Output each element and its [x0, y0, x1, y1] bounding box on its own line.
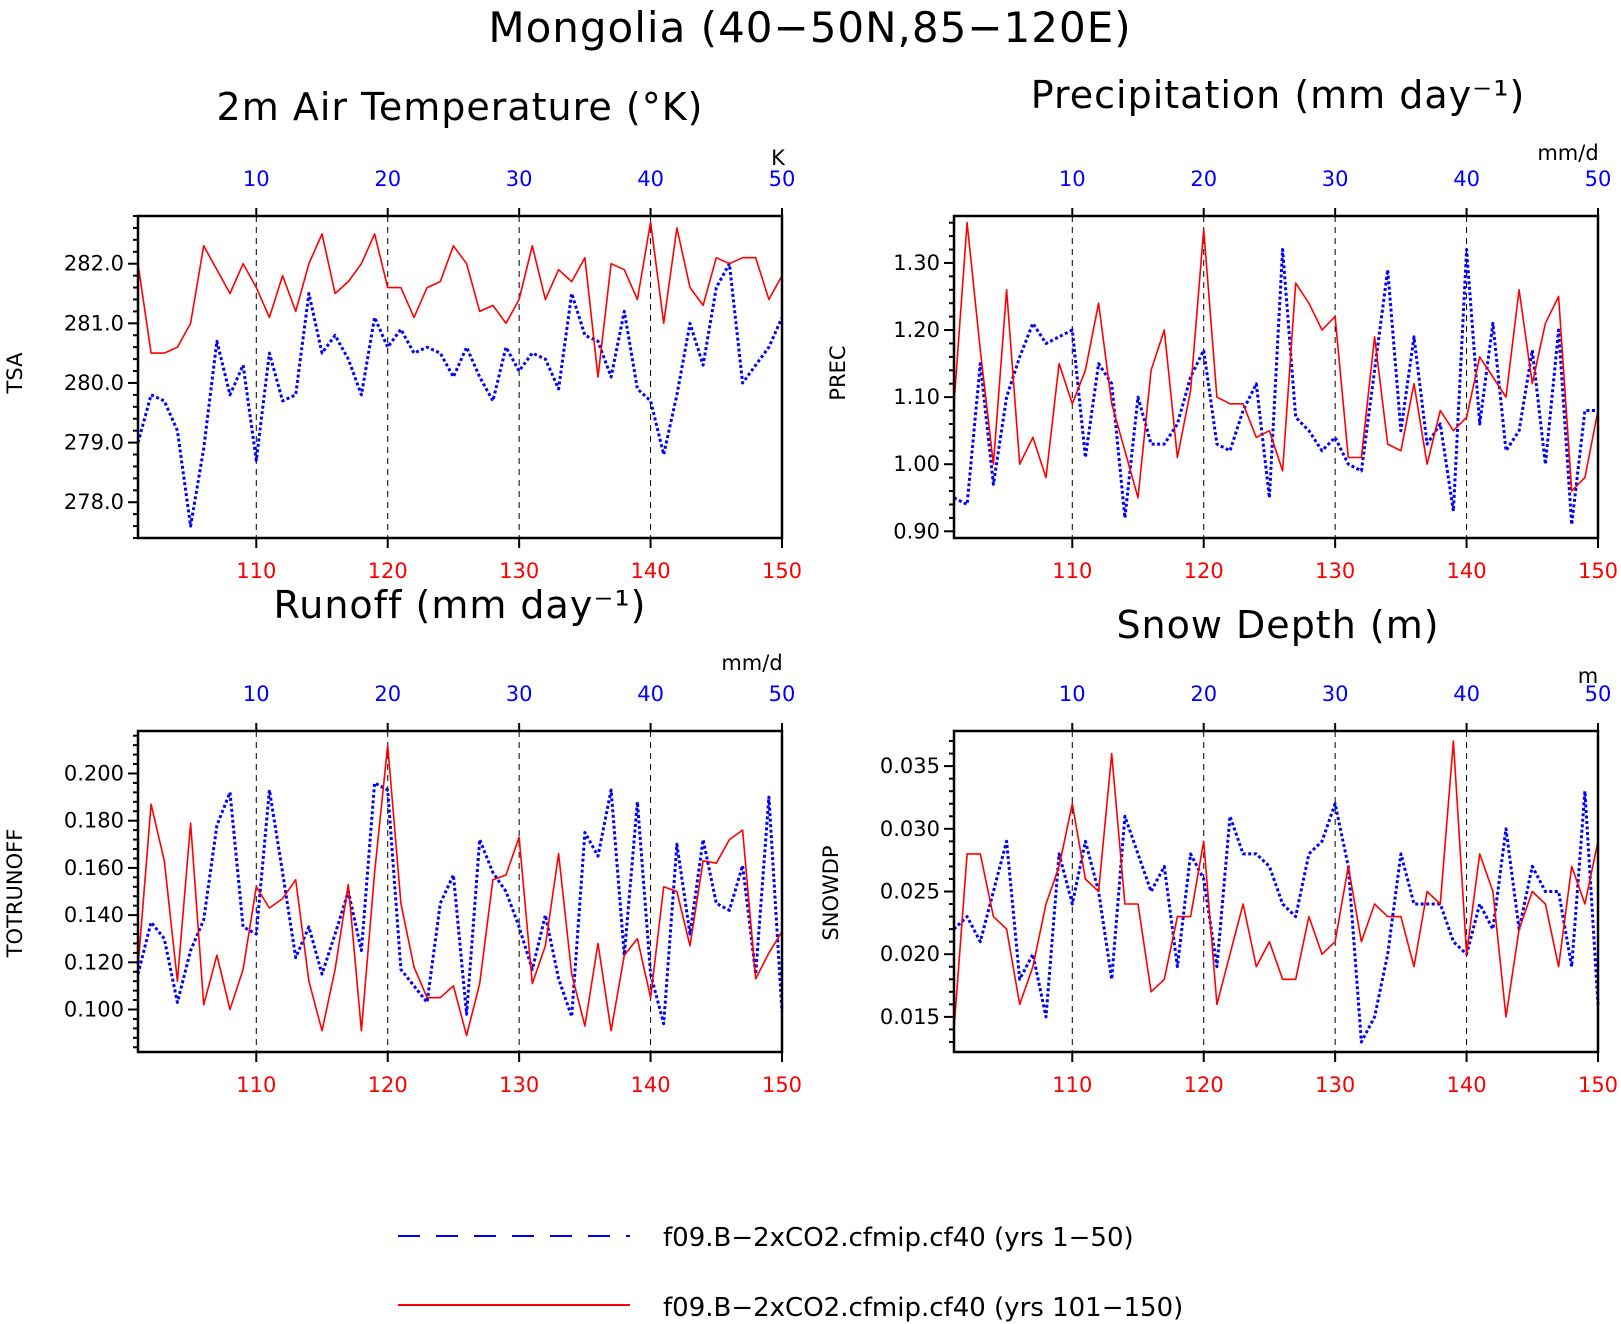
x-top-tick-label-snowdp: 10 — [1059, 682, 1086, 706]
x-top-tick-label-prec: 50 — [1585, 167, 1612, 191]
x-top-tick-label-snowdp: 30 — [1322, 682, 1349, 706]
y-axis-title-tsa: TSA — [3, 352, 27, 395]
x-bottom-tick-label-runoff: 110 — [236, 1073, 276, 1097]
legend-label-red: f09.B−2xCO2.cfmip.cf40 (yrs 101−150) — [663, 1293, 1183, 1323]
x-top-tick-label-tsa: 10 — [243, 167, 270, 191]
y-tick-label-runoff: 0.200 — [64, 761, 124, 785]
x-bottom-tick-label-tsa: 140 — [631, 559, 671, 583]
x-top-tick-label-tsa: 40 — [637, 167, 664, 191]
x-top-tick-label-snowdp: 50 — [1585, 682, 1612, 706]
y-tick-label-snowdp: 0.030 — [880, 817, 940, 841]
series-line-blue-snowdp — [952, 789, 1600, 1044]
y-tick-label-prec: 1.10 — [893, 385, 940, 409]
plot-frame-snowdp — [952, 729, 1600, 1054]
y-axis-title-snowdp: SNOWDP — [819, 845, 843, 940]
units-label-snowdp: m — [1578, 664, 1598, 688]
panel-runoff: Runoff (mm day⁻¹) mm/d TOTRUNOFF 0.100 0.… — [3, 583, 802, 1097]
y-tick-label-prec: 1.00 — [893, 452, 940, 476]
y-tick-label-tsa: 282.0 — [64, 252, 124, 276]
x-top-tick-label-snowdp: 40 — [1453, 682, 1480, 706]
y-tick-label-snowdp: 0.020 — [880, 942, 940, 966]
y-tick-label-tsa: 280.0 — [64, 371, 124, 395]
y-axis-title-prec: PREC — [826, 345, 850, 400]
x-top-tick-label-prec: 40 — [1453, 167, 1480, 191]
y-axis-title-runoff: TOTRUNOFF — [3, 829, 27, 959]
x-top-tick-label-runoff: 10 — [243, 682, 270, 706]
panel-title-snowdp: Snow Depth (m) — [1116, 603, 1439, 647]
panel-prec: Precipitation (mm day⁻¹) mm/d PREC 0.90 1… — [826, 73, 1618, 583]
y-tick-label-prec: 1.30 — [893, 251, 940, 275]
units-label-prec: mm/d — [1537, 141, 1598, 165]
x-bottom-tick-label-prec: 130 — [1315, 559, 1355, 583]
plot-frame-runoff — [136, 729, 784, 1054]
y-tick-label-prec: 1.20 — [893, 318, 940, 342]
y-tick-label-tsa: 279.0 — [64, 431, 124, 455]
y-tick-label-snowdp: 0.025 — [880, 880, 940, 904]
series-line-blue-prec — [953, 248, 1598, 527]
y-tick-label-runoff: 0.180 — [64, 809, 124, 833]
x-top-tick-label-prec: 10 — [1059, 167, 1086, 191]
x-top-tick-label-runoff: 50 — [769, 682, 796, 706]
x-top-tick-label-snowdp: 20 — [1190, 682, 1217, 706]
x-bottom-tick-label-tsa: 110 — [236, 559, 276, 583]
units-label-runoff: mm/d — [721, 651, 782, 675]
panel-title-prec: Precipitation (mm day⁻¹) — [1031, 73, 1526, 117]
y-tick-label-runoff: 0.120 — [64, 950, 124, 974]
x-top-tick-label-runoff: 40 — [637, 682, 664, 706]
series-line-red-tsa — [137, 221, 783, 378]
plot-frame-prec — [952, 214, 1600, 540]
series-line-red-runoff — [137, 744, 783, 1037]
x-top-tick-label-tsa: 20 — [374, 167, 401, 191]
x-bottom-tick-label-prec: 150 — [1578, 559, 1618, 583]
series-line-red-prec — [953, 221, 1599, 499]
x-bottom-tick-label-runoff: 120 — [368, 1073, 408, 1097]
y-tick-label-snowdp: 0.035 — [880, 754, 940, 778]
y-tick-label-tsa: 278.0 — [64, 490, 124, 514]
x-bottom-tick-label-prec: 140 — [1447, 559, 1487, 583]
y-tick-label-tsa: 281.0 — [64, 311, 124, 335]
series-line-blue-runoff — [136, 781, 784, 1026]
units-label-tsa: K — [771, 146, 786, 170]
x-bottom-tick-label-prec: 110 — [1052, 559, 1092, 583]
y-tick-label-runoff: 0.140 — [64, 903, 124, 927]
x-bottom-tick-label-snowdp: 150 — [1578, 1073, 1618, 1097]
x-top-tick-label-tsa: 50 — [769, 167, 796, 191]
x-bottom-tick-label-runoff: 130 — [499, 1073, 539, 1097]
x-top-tick-label-runoff: 30 — [506, 682, 533, 706]
y-tick-label-snowdp: 0.015 — [880, 1005, 940, 1029]
series-line-red-snowdp — [953, 740, 1599, 1030]
x-bottom-tick-label-prec: 120 — [1184, 559, 1224, 583]
panel-title-runoff: Runoff (mm day⁻¹) — [274, 583, 647, 627]
x-bottom-tick-label-snowdp: 120 — [1184, 1073, 1224, 1097]
legend-label-blue: f09.B−2xCO2.cfmip.cf40 (yrs 1−50) — [663, 1223, 1134, 1253]
x-top-tick-label-prec: 20 — [1190, 167, 1217, 191]
panel-title-tsa: 2m Air Temperature (°K) — [217, 85, 704, 129]
legend: f09.B−2xCO2.cfmip.cf40 (yrs 1−50) f09.B−… — [398, 1223, 1183, 1323]
x-bottom-tick-label-snowdp: 110 — [1052, 1073, 1092, 1097]
x-bottom-tick-label-runoff: 140 — [631, 1073, 671, 1097]
x-bottom-tick-label-tsa: 150 — [762, 559, 802, 583]
series-line-blue-tsa — [136, 262, 784, 528]
x-top-tick-label-tsa: 30 — [506, 167, 533, 191]
x-bottom-tick-label-tsa: 120 — [368, 559, 408, 583]
x-bottom-tick-label-snowdp: 140 — [1447, 1073, 1487, 1097]
x-top-tick-label-prec: 30 — [1322, 167, 1349, 191]
y-tick-label-runoff: 0.160 — [64, 856, 124, 880]
x-top-tick-label-runoff: 20 — [374, 682, 401, 706]
x-bottom-tick-label-runoff: 150 — [762, 1073, 802, 1097]
plot-frame-tsa — [136, 214, 784, 540]
y-tick-label-prec: 0.90 — [893, 519, 940, 543]
panel-snowdp: Snow Depth (m) m SNOWDP 0.015 0.020 0.025 0… — [819, 603, 1618, 1097]
x-bottom-tick-label-snowdp: 130 — [1315, 1073, 1355, 1097]
panel-tsa: 2m Air Temperature (°K) K TSA 278.0 279.0… — [3, 85, 802, 583]
figure-title: Mongolia (40−50N,85−120E) — [488, 3, 1131, 52]
x-bottom-tick-label-tsa: 130 — [499, 559, 539, 583]
y-tick-label-runoff: 0.100 — [64, 998, 124, 1022]
